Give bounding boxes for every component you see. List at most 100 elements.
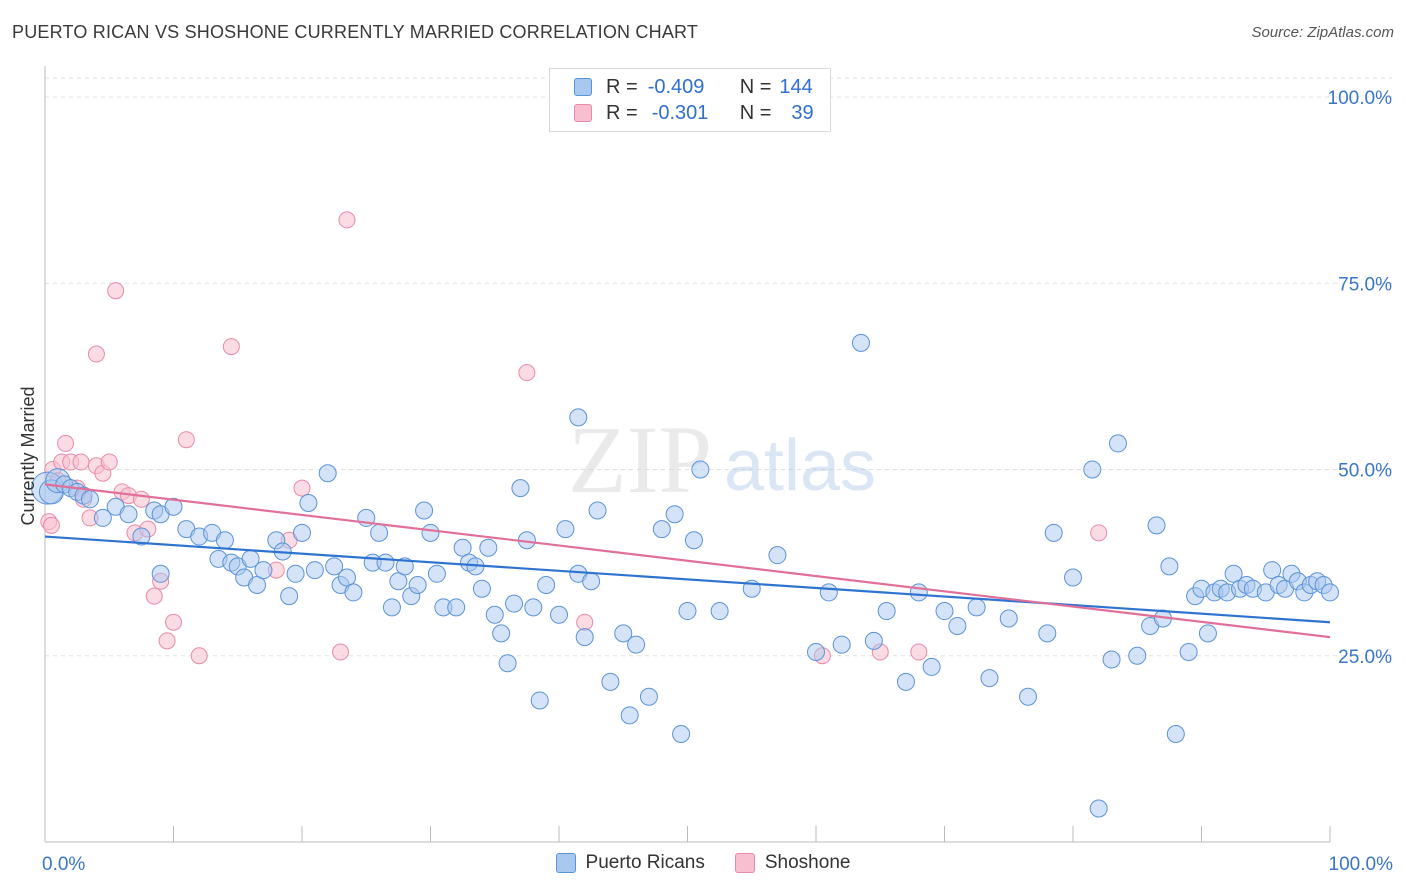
- puerto-rican-point: [1128, 646, 1147, 665]
- puerto-rican-point: [164, 497, 183, 516]
- puerto-rican-point: [447, 598, 466, 617]
- puerto-rican-point: [382, 598, 401, 617]
- watermark-atlas: atlas: [724, 426, 876, 506]
- puerto-rican-point: [293, 523, 311, 542]
- shoshone-point: [165, 613, 182, 631]
- puerto-rican-point: [556, 520, 575, 539]
- puerto-rican-point: [305, 561, 324, 580]
- puerto-rican-point: [132, 527, 151, 546]
- puerto-rican-point: [254, 561, 273, 580]
- puerto-rican-point: [948, 616, 967, 635]
- shoshone-point: [107, 282, 125, 300]
- puerto-rican-point: [614, 624, 633, 643]
- puerto-rican-point: [472, 579, 491, 598]
- shoshone-point: [518, 364, 536, 382]
- puerto-rican-point: [376, 553, 395, 572]
- shoshone-point: [293, 479, 311, 497]
- pink-swatch: [574, 104, 592, 122]
- blue-swatch: [555, 853, 576, 873]
- trend-lines: [44, 483, 1331, 639]
- puerto-rican-point: [524, 598, 543, 617]
- shoshone-point: [910, 643, 928, 661]
- puerto-rican-point: [530, 691, 549, 710]
- puerto-rican-point: [151, 564, 170, 583]
- puerto-rican-point: [896, 672, 915, 691]
- shoshone-point: [338, 211, 356, 229]
- y-tick-label: 50.0%: [1338, 461, 1392, 482]
- puerto-rican-point: [280, 587, 299, 606]
- puerto-rican-point: [569, 408, 588, 427]
- pink-swatch: [734, 853, 755, 873]
- puerto-rican-point: [479, 538, 498, 557]
- series-puerto-ricans-points: [31, 333, 1339, 818]
- puerto-rican-point: [498, 654, 517, 673]
- puerto-rican-point: [344, 583, 363, 602]
- chart-title: PUERTO RICAN VS SHOSHONE CURRENTLY MARRI…: [12, 22, 699, 42]
- puerto-rican-point: [1089, 799, 1108, 818]
- puerto-rican-point: [710, 602, 729, 621]
- puerto-rican-point: [627, 635, 646, 654]
- puerto-rican-point: [550, 605, 568, 624]
- n-value: 39: [791, 101, 814, 124]
- puerto-rican-point: [652, 520, 671, 539]
- puerto-rican-point: [248, 575, 267, 594]
- puerto-rican-point: [492, 624, 511, 643]
- tick-labels: 25.0% 50.0% 75.0% 100.0% 0.0% 100.0%: [42, 88, 1393, 875]
- n-value: 144: [779, 75, 813, 98]
- puerto-rican-point: [119, 505, 138, 524]
- puerto-rican-point: [505, 594, 524, 613]
- puerto-rican-point: [672, 724, 691, 743]
- y-tick-label: 75.0%: [1338, 274, 1392, 295]
- source-label: Source: ZipAtlas.com: [1251, 24, 1394, 41]
- x-tick-label: 0.0%: [42, 854, 85, 875]
- r-value: -0.301: [651, 101, 709, 124]
- puerto-rican-point: [678, 602, 697, 621]
- puerto-rican-point: [421, 523, 440, 542]
- puerto-rican-point: [318, 464, 337, 483]
- shoshone-point: [100, 453, 118, 471]
- r-value: -0.409: [647, 75, 705, 98]
- puerto-rican-point: [620, 706, 639, 725]
- puerto-rican-point: [999, 609, 1018, 628]
- puerto-rican-point: [807, 643, 825, 662]
- y-tick-label: 100.0%: [1328, 88, 1393, 109]
- y-tick-label: 25.0%: [1338, 647, 1392, 668]
- puerto-rican-point: [639, 687, 658, 706]
- trend-line-puerto-ricans: [44, 535, 1331, 624]
- shoshone-point: [72, 453, 90, 471]
- n-label: N =: [739, 101, 772, 124]
- puerto-rican-point: [427, 564, 446, 583]
- puerto-rican-point: [1166, 724, 1185, 743]
- puerto-rican-point: [389, 572, 408, 591]
- puerto-rican-point: [684, 531, 703, 550]
- legend-item-shoshone: Shoshone: [734, 852, 850, 874]
- puerto-rican-point: [325, 557, 344, 576]
- trend-line-shoshone: [44, 483, 1331, 639]
- shoshone-point: [42, 516, 60, 534]
- puerto-rican-point: [832, 635, 851, 654]
- puerto-rican-point: [864, 631, 883, 650]
- puerto-rican-point: [877, 602, 896, 621]
- puerto-rican-point: [415, 501, 434, 520]
- puerto-rican-point: [511, 479, 530, 498]
- puerto-rican-point: [1321, 583, 1339, 602]
- correlation-legend: R = -0.409 N = 144 R = -0.301 N = 39: [549, 68, 831, 132]
- r-label: R =: [606, 101, 638, 124]
- puerto-rican-point: [299, 494, 318, 513]
- puerto-rican-point: [691, 460, 710, 479]
- puerto-rican-point: [582, 572, 601, 591]
- puerto-rican-point: [1019, 687, 1038, 706]
- puerto-rican-point: [337, 568, 356, 587]
- puerto-rican-point: [1064, 568, 1082, 587]
- puerto-rican-point: [537, 575, 556, 594]
- series-legend: Puerto Ricans Shoshone: [0, 852, 1406, 874]
- r-label: R =: [606, 75, 638, 98]
- watermark-zip: ZIP: [568, 406, 712, 513]
- shoshone-point: [177, 431, 195, 449]
- puerto-rican-point: [1147, 516, 1166, 535]
- puerto-rican-point: [819, 583, 838, 602]
- puerto-rican-point: [980, 669, 999, 688]
- x-tick-label: 100.0%: [1329, 854, 1394, 875]
- shoshone-point: [145, 587, 163, 605]
- puerto-rican-point: [665, 505, 684, 524]
